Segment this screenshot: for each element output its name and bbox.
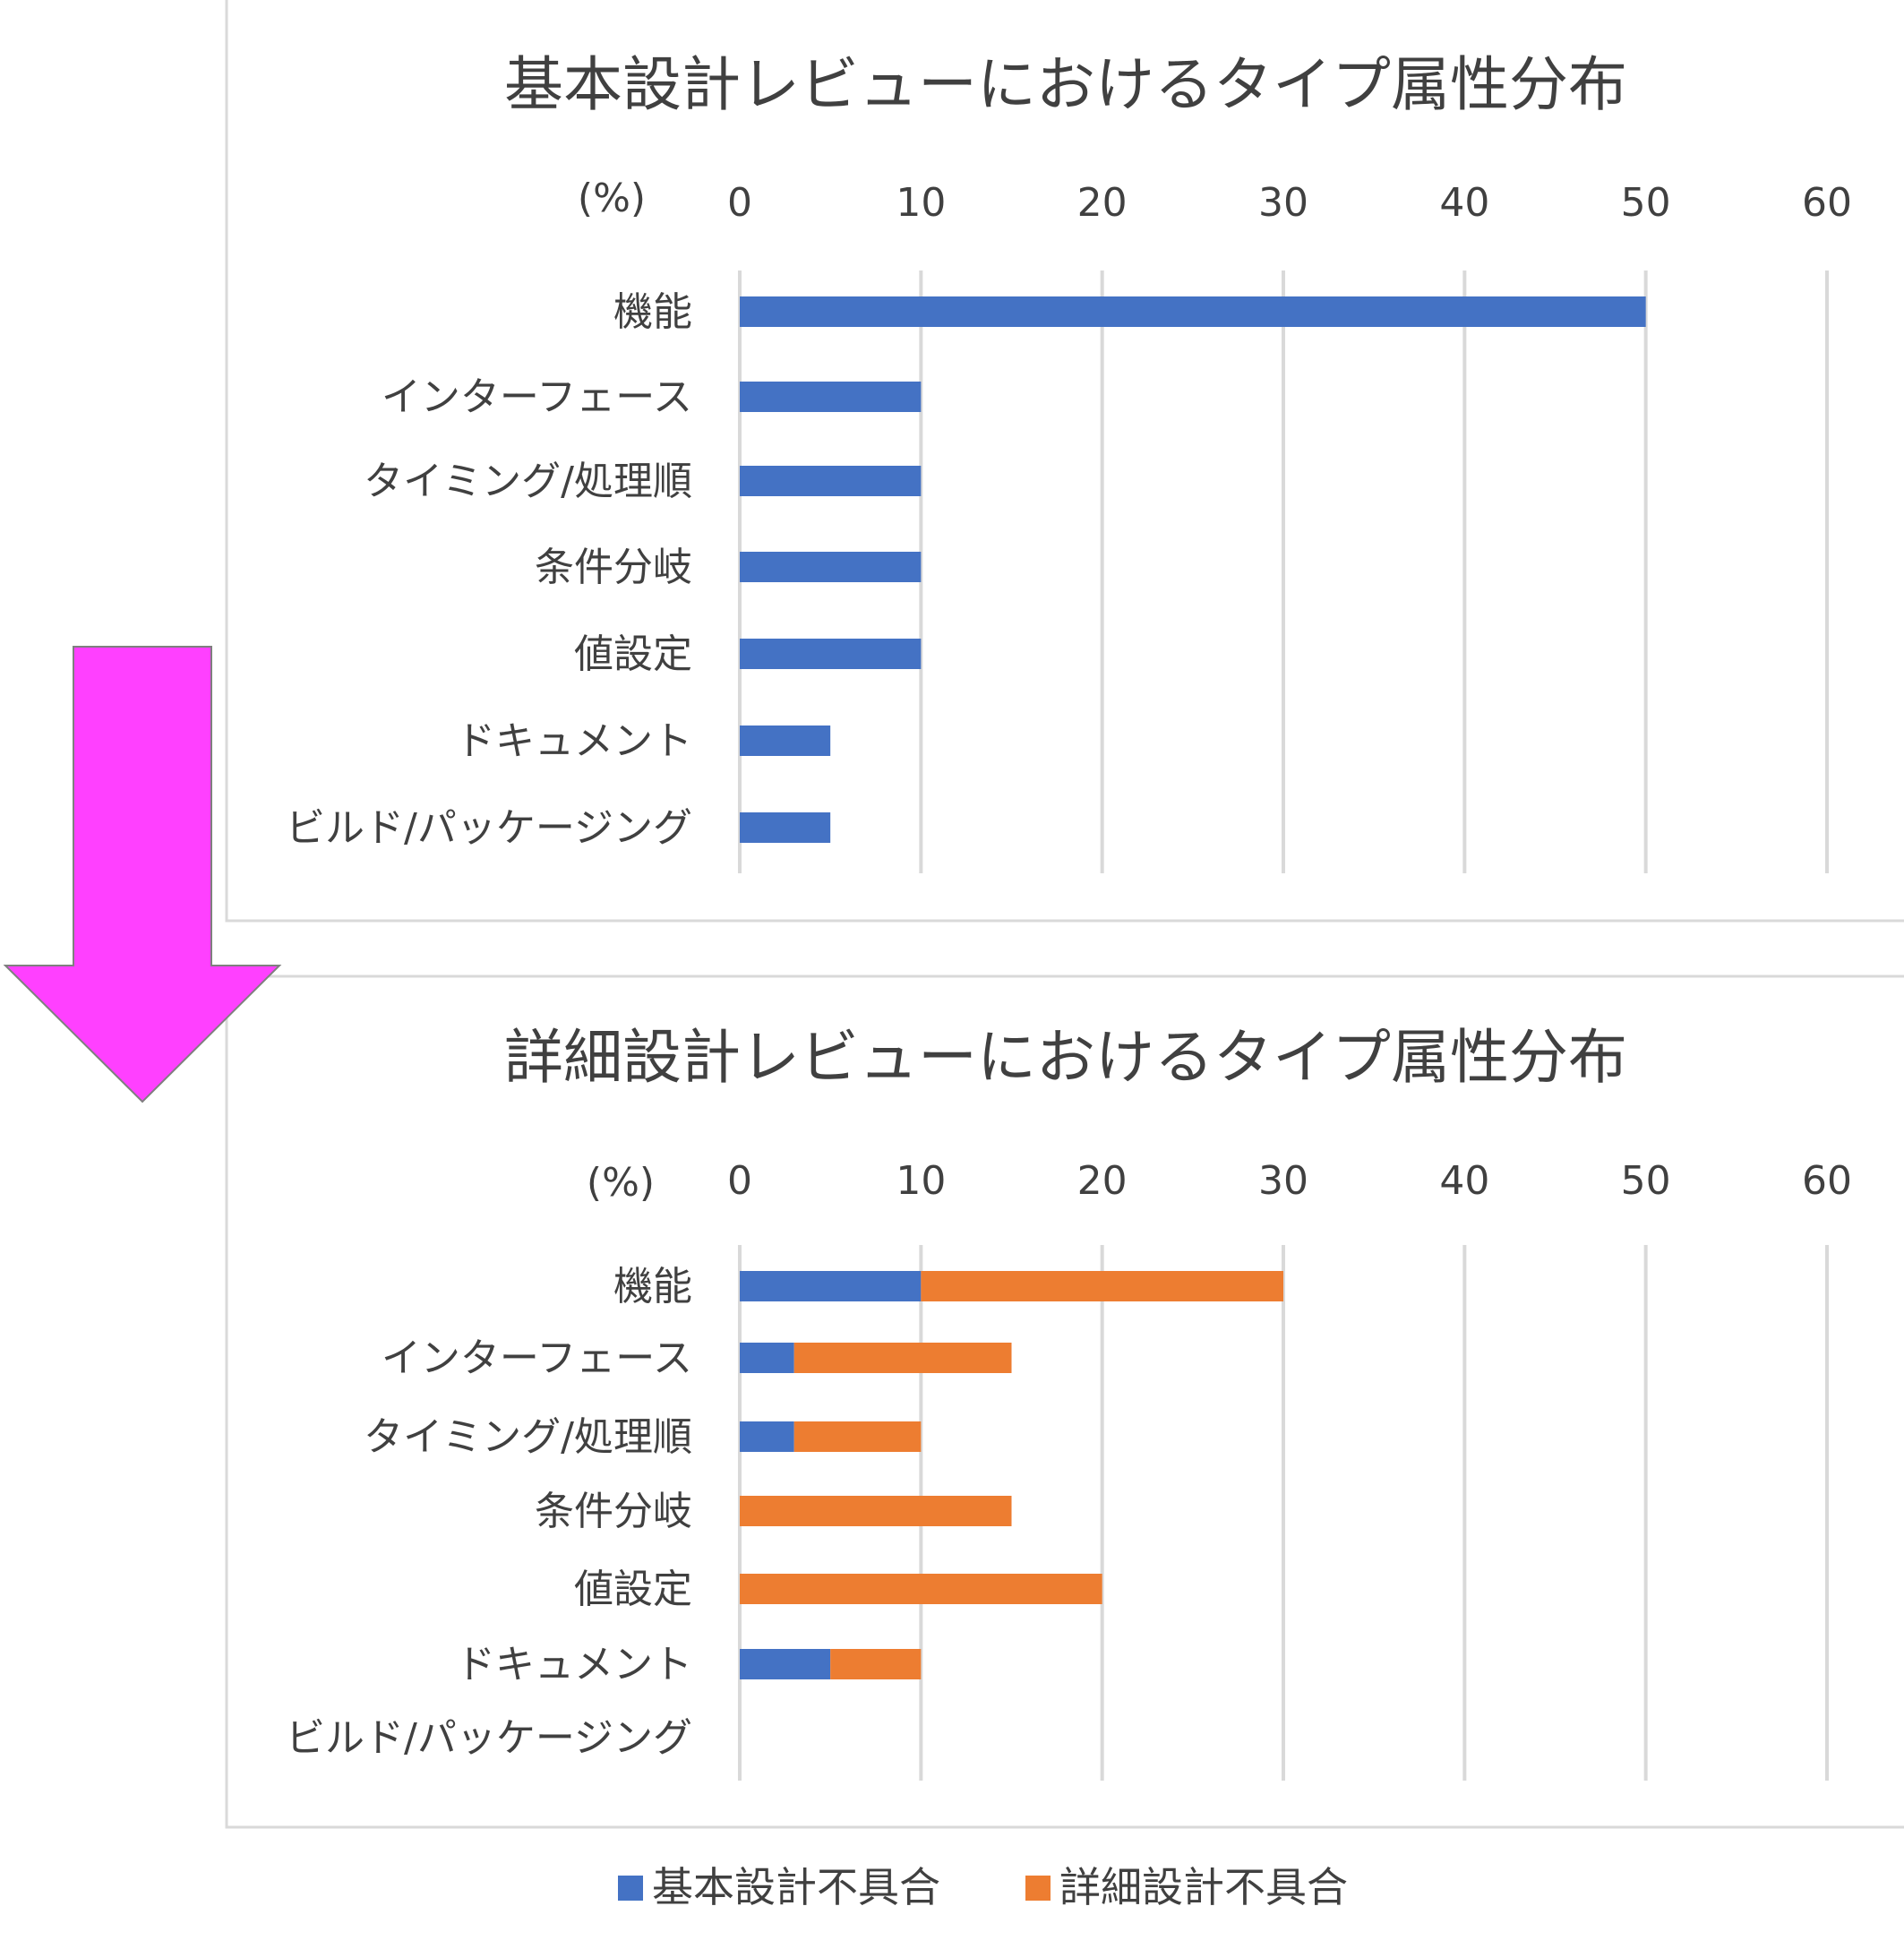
bar-detail [740, 1574, 1102, 1604]
bar-basic [740, 639, 922, 669]
chart-detail-plot: 0 10 20 30 40 50 60 機能インターフェースタイミング/処理順条件分岐値設定ド… [286, 1158, 1852, 1781]
category-label: 機能 [613, 289, 692, 335]
category-label: ビルド/パッケージング [286, 805, 692, 851]
x-tick-label: 0 [727, 1158, 752, 1204]
unit-label-detail: (%) [587, 1160, 655, 1206]
down-arrow-icon [3, 646, 282, 1103]
bar-basic [740, 1649, 831, 1679]
x-tick-label: 20 [1077, 1158, 1128, 1204]
category-label: ドキュメント [456, 1642, 692, 1687]
unit-label-basic: (%) [578, 176, 646, 221]
chart-frame-detail [225, 974, 1904, 1829]
x-tick-label: 20 [1077, 180, 1128, 226]
category-label: インターフェース [382, 374, 692, 420]
bar-basic [740, 382, 922, 412]
category-label: 機能 [613, 1264, 692, 1309]
bar-detail [921, 1271, 1283, 1301]
x-tick-label: 50 [1621, 1158, 1671, 1204]
category-label: タイミング/処理順 [364, 459, 692, 504]
category-label: タイミング/処理順 [364, 1414, 692, 1460]
legend-swatch-detail [1025, 1876, 1051, 1901]
bar-basic [740, 1421, 794, 1452]
bar-basic [740, 1343, 794, 1373]
x-tick-label: 60 [1802, 1158, 1852, 1204]
bar-basic [740, 726, 831, 756]
x-tick-label: 50 [1621, 180, 1671, 226]
x-tick-label: 30 [1258, 1158, 1308, 1204]
x-tick-label: 0 [727, 180, 752, 226]
bar-basic [740, 296, 1646, 327]
bar-detail [793, 1421, 922, 1452]
x-tick-label: 40 [1439, 180, 1489, 226]
legend-swatch-basic [618, 1876, 643, 1901]
legend: 基本設計不具合 詳細設計不具合 [618, 1863, 1348, 1911]
x-tick-label: 10 [896, 1158, 946, 1204]
category-label: 値設定 [574, 631, 692, 677]
chart-frame-basic [225, 0, 1904, 923]
bar-basic [740, 812, 831, 843]
chart-title-detail: 詳細設計レビューにおけるタイプ属性分布 [504, 1023, 1627, 1092]
bar-basic [740, 552, 922, 582]
chart-basic-plot: 0 10 20 30 40 50 60 機能インターフェースタイミング/処理順条件分岐値設定ド… [286, 180, 1852, 873]
category-label: インターフェース [382, 1335, 692, 1381]
bar-basic [740, 466, 922, 496]
category-label: 条件分岐 [535, 545, 692, 590]
legend-label-basic: 基本設計不具合 [652, 1863, 940, 1911]
category-label: 値設定 [574, 1567, 692, 1612]
bar-detail [793, 1343, 1012, 1373]
category-label: 条件分岐 [535, 1489, 692, 1534]
bar-detail [740, 1496, 1012, 1526]
x-tick-label: 30 [1258, 180, 1308, 226]
bar-basic [740, 1271, 922, 1301]
x-tick-label: 60 [1802, 180, 1852, 226]
category-label: ビルド/パッケージング [286, 1715, 692, 1761]
x-tick-label: 10 [896, 180, 946, 226]
chart-title-basic: 基本設計レビューにおけるタイプ属性分布 [504, 50, 1627, 119]
bar-detail [830, 1649, 922, 1679]
x-tick-label: 40 [1439, 1158, 1489, 1204]
legend-label-detail: 詳細設計不具合 [1059, 1863, 1348, 1911]
category-label: ドキュメント [456, 718, 692, 764]
